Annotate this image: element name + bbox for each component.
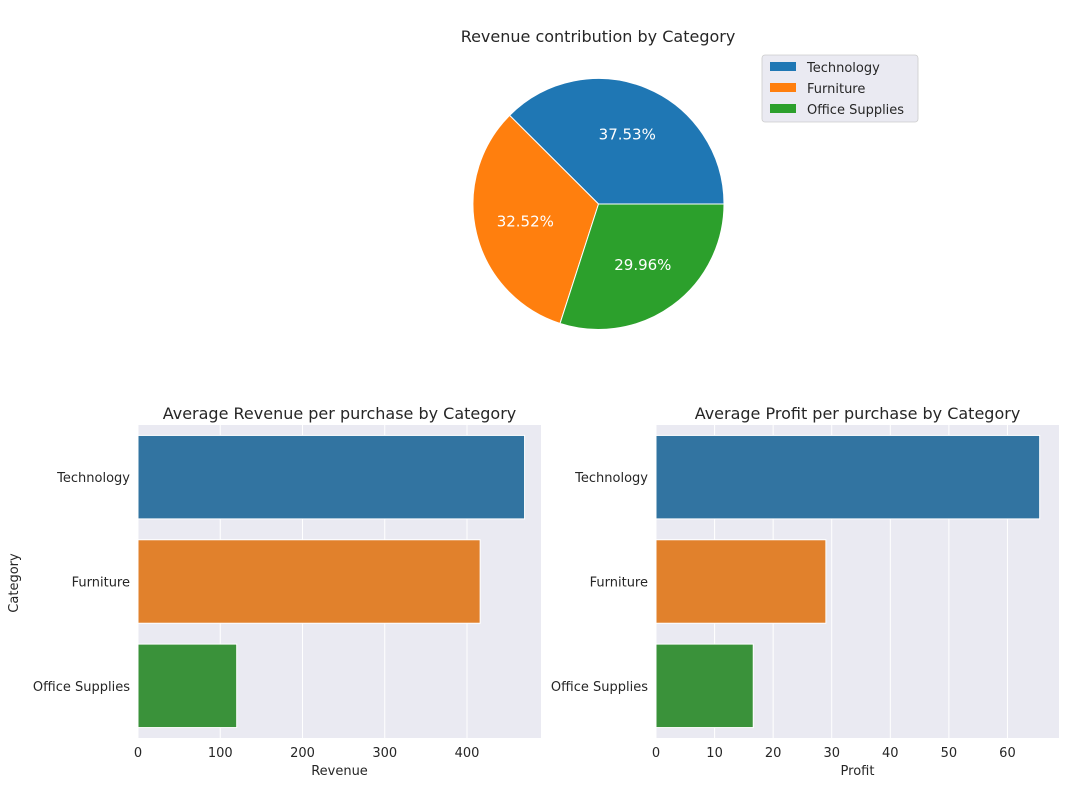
x-tick-label: 0 (134, 746, 142, 761)
pie-value-label: 32.52% (497, 213, 554, 231)
revenue-chart-title: Average Revenue per purchase by Category (163, 404, 517, 423)
pie-slice-technology (508, 78, 725, 205)
bar-office-supplies (655, 643, 754, 729)
pie-slices (472, 78, 725, 330)
pie-legend: Technology Furniture Office Supplies (761, 54, 919, 123)
revenue-x-ticks: 0 100 200 300 400 (134, 746, 480, 761)
revenue-bar-chart: 0 100 200 300 400 Technology Furniture Office … (7, 404, 541, 779)
legend-swatch (770, 62, 796, 71)
pie-chart: Revenue contribution by Category 37.53%3… (461, 27, 919, 330)
profit-x-axis-label: Profit (841, 764, 875, 779)
x-tick-label: 40 (882, 746, 899, 761)
legend-label: Office Supplies (807, 103, 904, 118)
x-tick-label: 200 (290, 746, 315, 761)
bar-technology (137, 434, 526, 520)
bar-technology (655, 434, 1041, 520)
revenue-y-axis-label: Category (7, 553, 22, 613)
bar-office-supplies (137, 643, 238, 729)
legend-swatch (770, 83, 796, 92)
x-tick-label: 30 (823, 746, 840, 761)
revenue-y-ticks: Technology Furniture Office Supplies (33, 471, 130, 695)
y-tick-label: Technology (574, 471, 648, 486)
revenue-x-axis-label: Revenue (311, 764, 368, 779)
profit-y-ticks: Technology Furniture Office Supplies (551, 471, 648, 695)
x-tick-label: 400 (455, 746, 480, 761)
pie-value-label: 29.96% (614, 256, 671, 274)
pie-slice-office-supplies (559, 203, 725, 330)
profit-x-ticks: 0 10 20 30 40 50 60 (652, 746, 1016, 761)
x-tick-label: 100 (208, 746, 233, 761)
x-tick-label: 50 (941, 746, 958, 761)
pie-value-labels: 37.53% 32.52% 29.96% (497, 125, 672, 273)
y-tick-label: Furniture (72, 576, 130, 591)
pie-value-label: 37.53% (599, 125, 656, 143)
x-tick-label: 60 (999, 746, 1016, 761)
x-tick-label: 300 (372, 746, 397, 761)
profit-bar-chart: 0 10 20 30 40 50 60 Technology Furniture Office … (551, 404, 1059, 779)
legend-label: Furniture (807, 82, 865, 97)
y-tick-label: Technology (56, 471, 130, 486)
pie-title: Revenue contribution by Category (461, 27, 736, 46)
x-tick-label: 20 (765, 746, 782, 761)
legend-swatch (770, 104, 796, 113)
profit-chart-title: Average Profit per purchase by Category (695, 404, 1021, 423)
legend-box (761, 54, 919, 123)
bar-furniture (655, 539, 827, 624)
legend-label: Technology (806, 61, 880, 76)
x-tick-label: 10 (706, 746, 723, 761)
bar-furniture (137, 539, 481, 624)
y-tick-label: Office Supplies (33, 680, 130, 695)
y-tick-label: Furniture (590, 576, 648, 591)
x-tick-label: 0 (652, 746, 660, 761)
revenue-bars (137, 434, 526, 729)
profit-bars (655, 434, 1041, 729)
y-tick-label: Office Supplies (551, 680, 648, 695)
pie-slice-furniture (472, 114, 600, 325)
